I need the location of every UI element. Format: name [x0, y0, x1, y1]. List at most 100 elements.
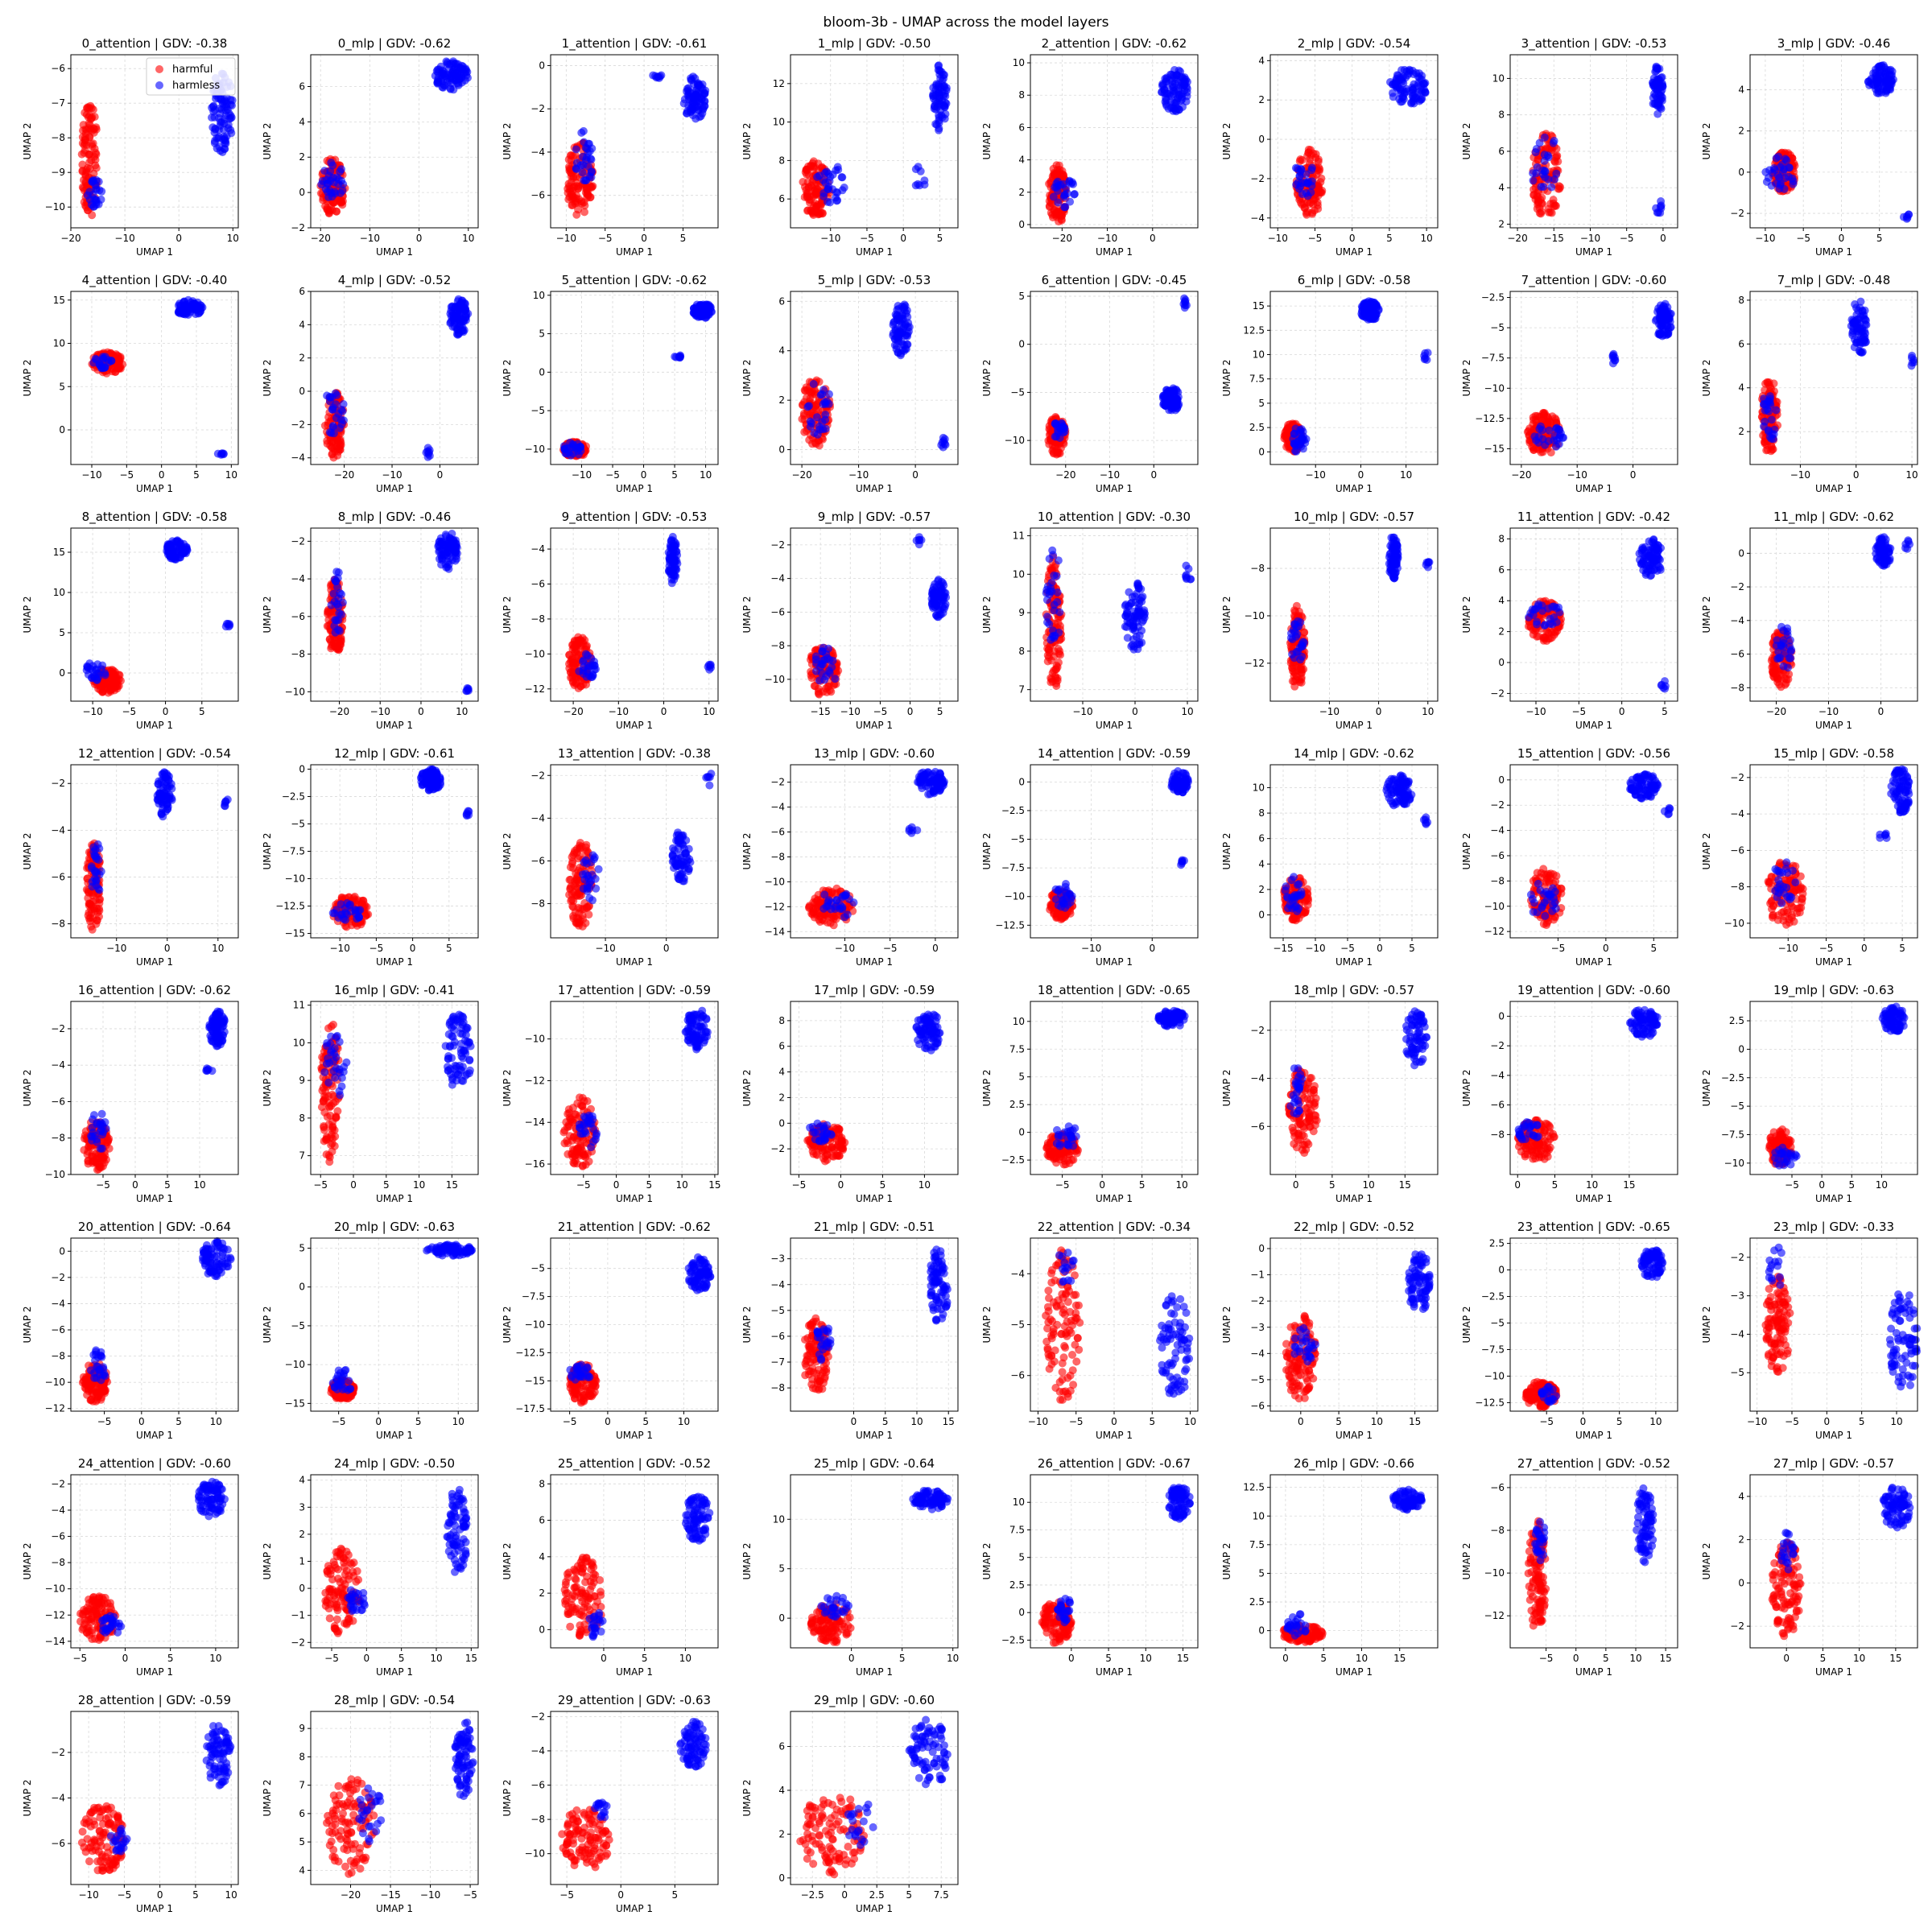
harmless-point: [321, 184, 330, 193]
harmless-point: [818, 647, 827, 656]
harmless-point: [1298, 444, 1307, 453]
x-tick-label: 10: [1905, 469, 1918, 481]
harmless-point: [1664, 315, 1673, 324]
x-tick-label: −20: [1511, 469, 1531, 481]
points: [1761, 61, 1913, 223]
harmless-point: [1547, 183, 1556, 192]
harmful-point: [803, 191, 811, 199]
points: [1280, 297, 1432, 456]
harmful-point: [799, 178, 807, 186]
x-tick-label: −5: [119, 469, 134, 481]
harmless-point: [435, 538, 444, 547]
harmful-point: [96, 686, 105, 694]
y-tick-label: 0: [299, 386, 305, 397]
y-tick-label: −8: [530, 613, 545, 625]
x-tick-label: 10: [456, 706, 468, 717]
x-tick-label: −5: [598, 233, 613, 244]
x-tick-label: −20: [334, 469, 354, 481]
harmless-point: [454, 328, 463, 337]
harmful-point: [336, 436, 345, 445]
y-tick-label: −10: [525, 444, 545, 455]
x-axis-label: UMAP 1: [136, 246, 173, 258]
harmless-point: [1849, 316, 1858, 325]
x-tick-label: −20: [791, 469, 811, 481]
y-tick-label: 2: [1738, 126, 1744, 137]
points: [77, 69, 237, 220]
points: [1529, 62, 1667, 218]
harmless-point: [194, 303, 203, 312]
points: [1291, 65, 1430, 219]
harmless-point: [1179, 80, 1188, 88]
harmless-point: [667, 543, 676, 552]
harmless-point: [1052, 179, 1061, 188]
harmless-point: [1169, 71, 1178, 80]
harmless-point: [832, 188, 840, 196]
harmless-point: [1860, 332, 1868, 341]
y-tick-label: 4: [299, 116, 305, 127]
x-tick-label: −15: [1544, 233, 1564, 244]
x-axis-label: UMAP 1: [616, 483, 653, 494]
harmless-point: [1292, 180, 1301, 189]
harmless-point: [174, 543, 183, 551]
y-tick-label: 2.5: [1249, 422, 1265, 433]
panel-title: 6_attention | GDV: -0.45: [1042, 273, 1187, 288]
harmless-point: [1908, 351, 1917, 360]
harmless-point: [1882, 86, 1891, 95]
panel-title: 3_mlp | GDV: -0.46: [1777, 36, 1891, 52]
harmless-point: [572, 164, 580, 173]
y-tick-label: −2: [291, 222, 305, 233]
harmless-point: [667, 553, 676, 562]
harmless-point: [587, 654, 596, 663]
panel-title: 7_attention | GDV: -0.60: [1521, 273, 1667, 288]
harmless-point: [935, 126, 943, 134]
harmless-point: [939, 92, 948, 100]
harmless-point: [1416, 95, 1425, 104]
harmless-point: [336, 626, 344, 635]
y-axis-label: UMAP 2: [1701, 122, 1712, 159]
x-tick-label: −10: [1580, 233, 1600, 244]
panel-19: −15 −10 −5 0 5−10−8−6−4−29_mlp | GDV: -0.57U…: [741, 510, 959, 731]
x-tick-label: 0: [900, 233, 906, 244]
harmful-point: [1530, 191, 1538, 200]
y-tick-label: −7.5: [1481, 353, 1505, 364]
y-tick-label: −5: [1490, 322, 1505, 333]
panel-18: −20 −10 0 10−12−10−8−6−49_attention | GDV: …: [502, 510, 719, 731]
harmless-point: [1051, 432, 1059, 441]
harmless-point: [1865, 76, 1874, 85]
y-tick-label: 0: [1258, 134, 1265, 145]
y-tick-label: 0: [1738, 167, 1744, 178]
x-tick-label: −10: [382, 469, 402, 481]
y-tick-label: 0: [299, 187, 305, 198]
harmful-point: [333, 642, 342, 651]
harmless-point: [332, 600, 341, 609]
y-tick-label: 7.5: [1249, 374, 1265, 385]
panel-title: 2_attention | GDV: -0.62: [1042, 36, 1187, 52]
x-tick-label: 5: [937, 233, 943, 244]
harmless-point: [576, 443, 584, 452]
harmless-point: [85, 659, 94, 668]
y-axis-label: UMAP 2: [262, 359, 273, 396]
harmless-point: [1159, 80, 1168, 89]
panel-title: 1_attention | GDV: -0.61: [562, 36, 708, 52]
x-axis-label: UMAP 1: [1575, 246, 1612, 258]
x-tick-label: 10: [462, 233, 474, 244]
harmless-point: [811, 655, 820, 664]
harmless-point: [934, 66, 943, 74]
y-tick-label: 4: [1258, 55, 1265, 66]
points: [799, 61, 951, 219]
harmless-point: [101, 353, 109, 361]
y-axis-label: UMAP 2: [22, 122, 33, 159]
x-tick-label: 0: [175, 233, 182, 244]
harmless-point: [1534, 432, 1543, 441]
harmless-point: [1418, 72, 1426, 80]
harmless-point: [834, 165, 843, 174]
harmless-point: [89, 358, 98, 367]
y-axis-label: UMAP 2: [262, 122, 273, 159]
harmful-point: [1552, 152, 1561, 161]
harmless-point: [898, 340, 907, 349]
harmless-point: [1294, 429, 1303, 438]
